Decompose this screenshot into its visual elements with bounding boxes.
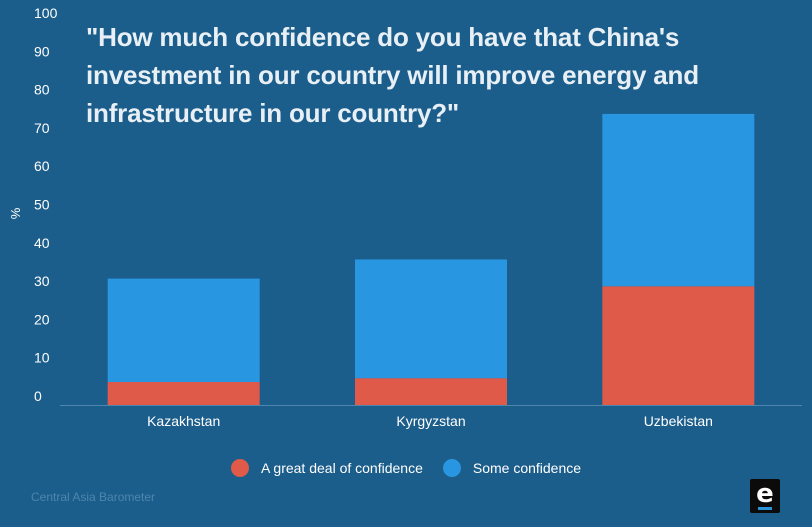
legend-item-some[interactable]: Some confidence xyxy=(442,459,582,477)
logo-underline xyxy=(758,507,772,510)
chart-title: "How much confidence do you have that Ch… xyxy=(86,22,699,128)
y-tick-label: 90 xyxy=(34,43,50,59)
bar-great-deal xyxy=(107,382,260,405)
source-note: Central Asia Barometer xyxy=(31,490,156,504)
x-tick-label: Kazakhstan xyxy=(147,413,220,429)
bar-some xyxy=(107,278,260,383)
y-tick-label: 70 xyxy=(34,120,50,136)
legend: A great deal of confidence Some confiden… xyxy=(0,459,812,477)
logo-letter: e xyxy=(756,479,774,509)
y-axis-label: % xyxy=(8,207,23,219)
legend-swatch-some xyxy=(442,459,461,477)
legend-label-great-deal: A great deal of confidence xyxy=(260,460,423,476)
legend-item-great-deal[interactable]: A great deal of confidence xyxy=(230,459,423,477)
bar-great-deal xyxy=(355,378,507,405)
y-tick-label: 40 xyxy=(34,235,50,251)
y-tick-label: 30 xyxy=(34,273,50,289)
bar-some xyxy=(602,113,755,287)
y-tick-label: 60 xyxy=(34,158,50,174)
bar-great-deal xyxy=(602,286,755,405)
legend-swatch-great-deal xyxy=(230,459,249,477)
x-tick-label: Uzbekistan xyxy=(644,413,713,429)
legend-label-some: Some confidence xyxy=(472,460,582,476)
logo: e xyxy=(750,479,780,513)
y-tick-label: 10 xyxy=(34,350,50,366)
y-tick-label: 100 xyxy=(34,5,58,21)
y-tick-label: 80 xyxy=(34,82,50,98)
y-tick-label: 50 xyxy=(34,197,50,213)
y-tick-label: 20 xyxy=(34,311,50,327)
bar-some xyxy=(355,259,507,379)
y-tick-label: 0 xyxy=(34,388,42,404)
x-tick-label: Kyrgyzstan xyxy=(396,413,465,429)
